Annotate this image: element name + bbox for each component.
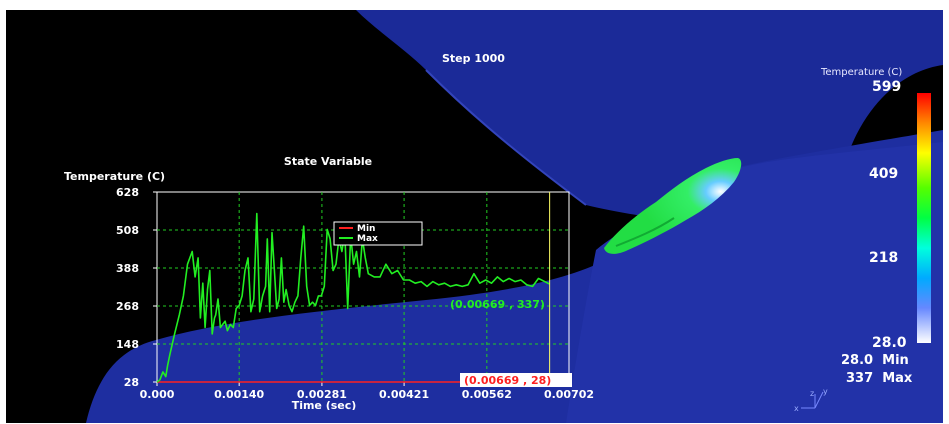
- chip-tail: [615, 217, 675, 247]
- y-tick-label: 508: [116, 224, 139, 237]
- y-tick-label: 148: [116, 338, 139, 351]
- cursor-readout-min: (0.00669 , 28): [464, 374, 551, 387]
- x-tick-label: 0.00140: [214, 388, 264, 401]
- triad-y: y: [823, 388, 828, 396]
- y-tick-label: 28: [124, 376, 139, 389]
- state-variable-chart[interactable]: State Variable Temperature (C) 28 148 268 3…: [56, 150, 656, 410]
- workpiece-edge: [425, 69, 587, 206]
- colorbar-tick-218: 218: [869, 250, 899, 266]
- temperature-colorbar: [917, 93, 931, 343]
- colorbar-max-label: 599: [872, 79, 902, 95]
- chip-hot-region: [604, 158, 742, 254]
- 3d-viewport[interactable]: Step 1000 State Variable Temperature (C)…: [6, 10, 943, 423]
- model-scene: [86, 10, 943, 423]
- summary-max-word: Max: [882, 371, 913, 386]
- legend-label-min: Min: [357, 224, 375, 234]
- summary-min: 28.0 Min: [841, 353, 909, 368]
- plot-area: [156, 191, 570, 383]
- colorbar-tick-409: 409: [869, 166, 899, 182]
- cursor-readout-max: (0.00669 , 337): [450, 298, 545, 311]
- x-tick-label: 0.00421: [379, 388, 429, 401]
- axis-ticks: 28 148 268 388 508 628 0.000 0.00140 0.00281 0.00…: [116, 186, 594, 401]
- summary-min-word: Min: [882, 353, 909, 368]
- legend: Min Max: [333, 221, 423, 246]
- cursor-readout-min-box: [460, 373, 572, 387]
- triad-x: x: [794, 404, 799, 413]
- step-label: Step 1000: [442, 52, 505, 65]
- y-axis-label: Temperature (C): [64, 170, 165, 183]
- legend-label-max: Max: [357, 234, 378, 244]
- axis-triad-icon: x z y: [794, 388, 828, 413]
- y-tick-label: 268: [116, 300, 139, 313]
- x-axis-label: Time (sec): [292, 399, 357, 410]
- workpiece-body-upper: [356, 10, 943, 220]
- summary-max: 337 Max: [846, 371, 912, 386]
- chart-title: State Variable: [284, 155, 372, 168]
- colorbar-title: Temperature (C): [821, 67, 903, 78]
- x-tick-label: 0.00281: [297, 388, 347, 401]
- x-tick-label: 0.000: [140, 388, 175, 401]
- y-tick-label: 388: [116, 262, 139, 275]
- grid-lines: [157, 192, 569, 382]
- summary-min-value: 28.0: [841, 353, 874, 368]
- x-tick-label: 0.00702: [544, 388, 594, 401]
- series-line-max: [156, 212, 550, 383]
- colorbar-min-label: 28.0: [872, 335, 907, 351]
- summary-max-value: 337: [846, 371, 874, 386]
- y-tick-label: 628: [116, 186, 139, 199]
- triad-z: z: [810, 389, 814, 398]
- x-tick-label: 0.00562: [462, 388, 512, 401]
